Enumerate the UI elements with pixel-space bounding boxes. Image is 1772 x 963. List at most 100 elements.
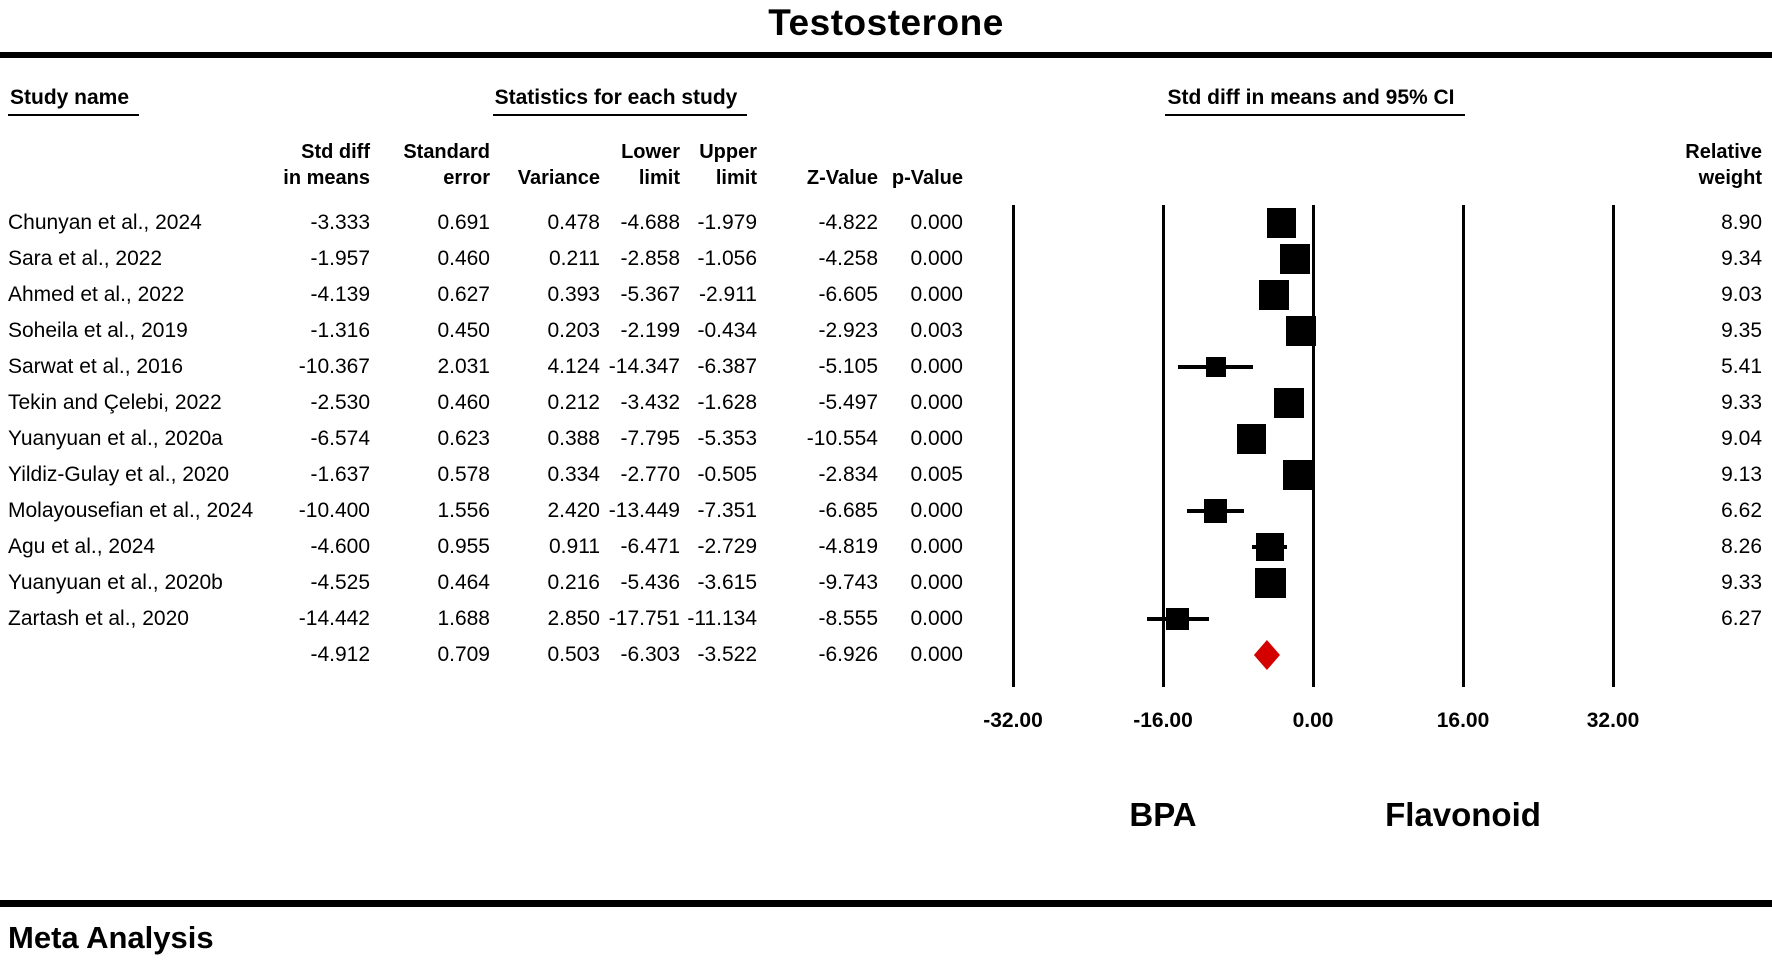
study-name: Soheila et al., 2019 (8, 319, 188, 342)
study-name: Zartash et al., 2020 (8, 607, 189, 630)
study-name: Yuanyuan et al., 2020b (8, 571, 223, 594)
axis-line--32.00 (1011, 205, 1015, 687)
stat-value: 0.000 (910, 283, 963, 306)
stat-value: -6.574 (310, 427, 370, 450)
axis-group-label-flavonoid: Flavonoid (1385, 796, 1541, 833)
col-header-std-diff-line2: in means (283, 167, 370, 189)
stat-value: -1.316 (310, 319, 370, 342)
study-name: Yildiz-Gulay et al., 2020 (8, 463, 230, 486)
stat-value: 0.627 (437, 283, 490, 306)
stat-value: 0.000 (910, 643, 963, 666)
stat-value: -1.957 (310, 247, 370, 270)
axis-group-label-bpa: BPA (1129, 796, 1197, 833)
stat-value: 0.388 (547, 427, 600, 450)
axis-line-0.00 (1311, 205, 1315, 687)
table-row: Soheila et al., 2019 -1.316 0.450 0.203 -2.1… (0, 313, 1772, 349)
stat-value: 0.000 (910, 211, 963, 234)
stat-value: 0.000 (910, 355, 963, 378)
stat-value: -4.139 (310, 283, 370, 306)
x-tick-label: 16.00 (1436, 709, 1490, 732)
stat-value: 0.000 (910, 427, 963, 450)
col-header-weight-line2: weight (1698, 167, 1762, 189)
stat-value: -4.819 (818, 535, 878, 558)
stat-value: 1.556 (437, 499, 490, 522)
stat-value: -2.834 (818, 463, 878, 486)
stat-value: -5.367 (620, 283, 680, 306)
stat-value: -1.628 (697, 391, 757, 414)
stat-value: 0.000 (910, 247, 963, 270)
page-title: Testosterone (768, 2, 1004, 43)
stat-value: -6.303 (620, 643, 680, 666)
table-row: Tekin and Çelebi, 2022 -2.530 0.460 0.212 -3… (0, 385, 1772, 421)
stat-value: 0.212 (547, 391, 600, 414)
stat-value: 0.450 (437, 319, 490, 342)
study-name: Tekin and Çelebi, 2022 (8, 391, 222, 414)
study-name: Ahmed et al., 2022 (8, 283, 185, 306)
stat-value: 2.850 (547, 607, 600, 630)
stat-value: -13.449 (608, 499, 680, 522)
axis-line-16.00 (1461, 205, 1465, 687)
relative-weight-value: 9.33 (1721, 391, 1762, 414)
stat-value: -4.822 (818, 211, 878, 234)
stat-value: -6.387 (697, 355, 757, 378)
col-header-std-err-line1: Standard (403, 141, 490, 163)
stat-value: 0.000 (910, 571, 963, 594)
stat-value: -1.979 (697, 211, 757, 234)
effect-square (1166, 607, 1189, 631)
relative-weight-value: 9.35 (1721, 319, 1762, 342)
stat-value: -3.333 (310, 211, 370, 234)
stat-value: -6.605 (818, 283, 878, 306)
stat-value: 0.464 (437, 571, 490, 594)
stat-value: 0.709 (437, 643, 490, 666)
relative-weight-value (0, 637, 1762, 673)
study-name: Molayousefian et al., 2024 (8, 499, 254, 522)
stat-value: -11.134 (687, 607, 757, 630)
relative-weight-value: 6.62 (1721, 499, 1762, 522)
stat-value: -3.522 (697, 643, 757, 666)
effect-square (1256, 533, 1284, 561)
table-row: Agu et al., 2024 -4.600 0.955 0.911 -6.471 -2… (0, 529, 1772, 565)
col-header-p-value: p-Value (891, 167, 963, 189)
study-name: Yuanyuan et al., 2020a (8, 427, 223, 450)
stat-value: -2.530 (310, 391, 370, 414)
stat-value: -10.400 (298, 499, 370, 522)
effect-square (1274, 387, 1305, 419)
stat-value: -2.911 (699, 283, 757, 306)
stat-value: 0.691 (437, 211, 490, 234)
table-row: Sarwat et al., 2016 -10.367 2.031 4.124 -14.… (0, 349, 1772, 385)
stat-value: -2.729 (697, 535, 757, 558)
stat-value: -4.525 (310, 571, 370, 594)
study-name: Agu et al., 2024 (8, 535, 156, 558)
stat-value: -7.795 (620, 427, 680, 450)
study-name: Chunyan et al., 2024 (8, 211, 202, 234)
stat-value: -17.751 (608, 607, 680, 630)
stat-value: -4.688 (620, 211, 680, 234)
effect-square (1203, 499, 1228, 523)
stat-value: -6.926 (818, 643, 878, 666)
stat-value: 0.211 (549, 247, 600, 270)
effect-square (1236, 424, 1267, 454)
stat-value: 0.216 (547, 571, 600, 594)
bottom-divider (0, 900, 1772, 907)
stat-value: -8.555 (818, 607, 878, 630)
stat-value: 4.124 (547, 355, 600, 378)
stat-value: -9.743 (818, 571, 878, 594)
effect-square (1279, 243, 1310, 275)
stat-value: 0.000 (910, 535, 963, 558)
stat-value: -1.056 (697, 247, 757, 270)
stat-value: 0.334 (547, 463, 600, 486)
col-header-lower-line2: limit (638, 167, 680, 189)
top-divider (0, 52, 1772, 58)
table-row: Molayousefian et al., 2024 -10.400 1.556 2.… (0, 493, 1772, 529)
relative-weight-value: 9.04 (1721, 427, 1762, 450)
relative-weight-value: 6.27 (1721, 607, 1762, 630)
stat-value: -14.442 (298, 607, 370, 630)
table-row: Sara et al., 2022 -1.957 0.460 0.211 -2.858-… (0, 241, 1772, 277)
stat-value: -10.554 (806, 427, 878, 450)
stat-value: -7.351 (697, 499, 757, 522)
stat-value: -2.770 (620, 463, 680, 486)
col-header-upper-line2: limit (715, 167, 757, 189)
relative-weight-value: 9.13 (1721, 463, 1762, 486)
stat-value: -2.199 (620, 319, 680, 342)
relative-weight-value: 9.33 (1721, 571, 1762, 594)
